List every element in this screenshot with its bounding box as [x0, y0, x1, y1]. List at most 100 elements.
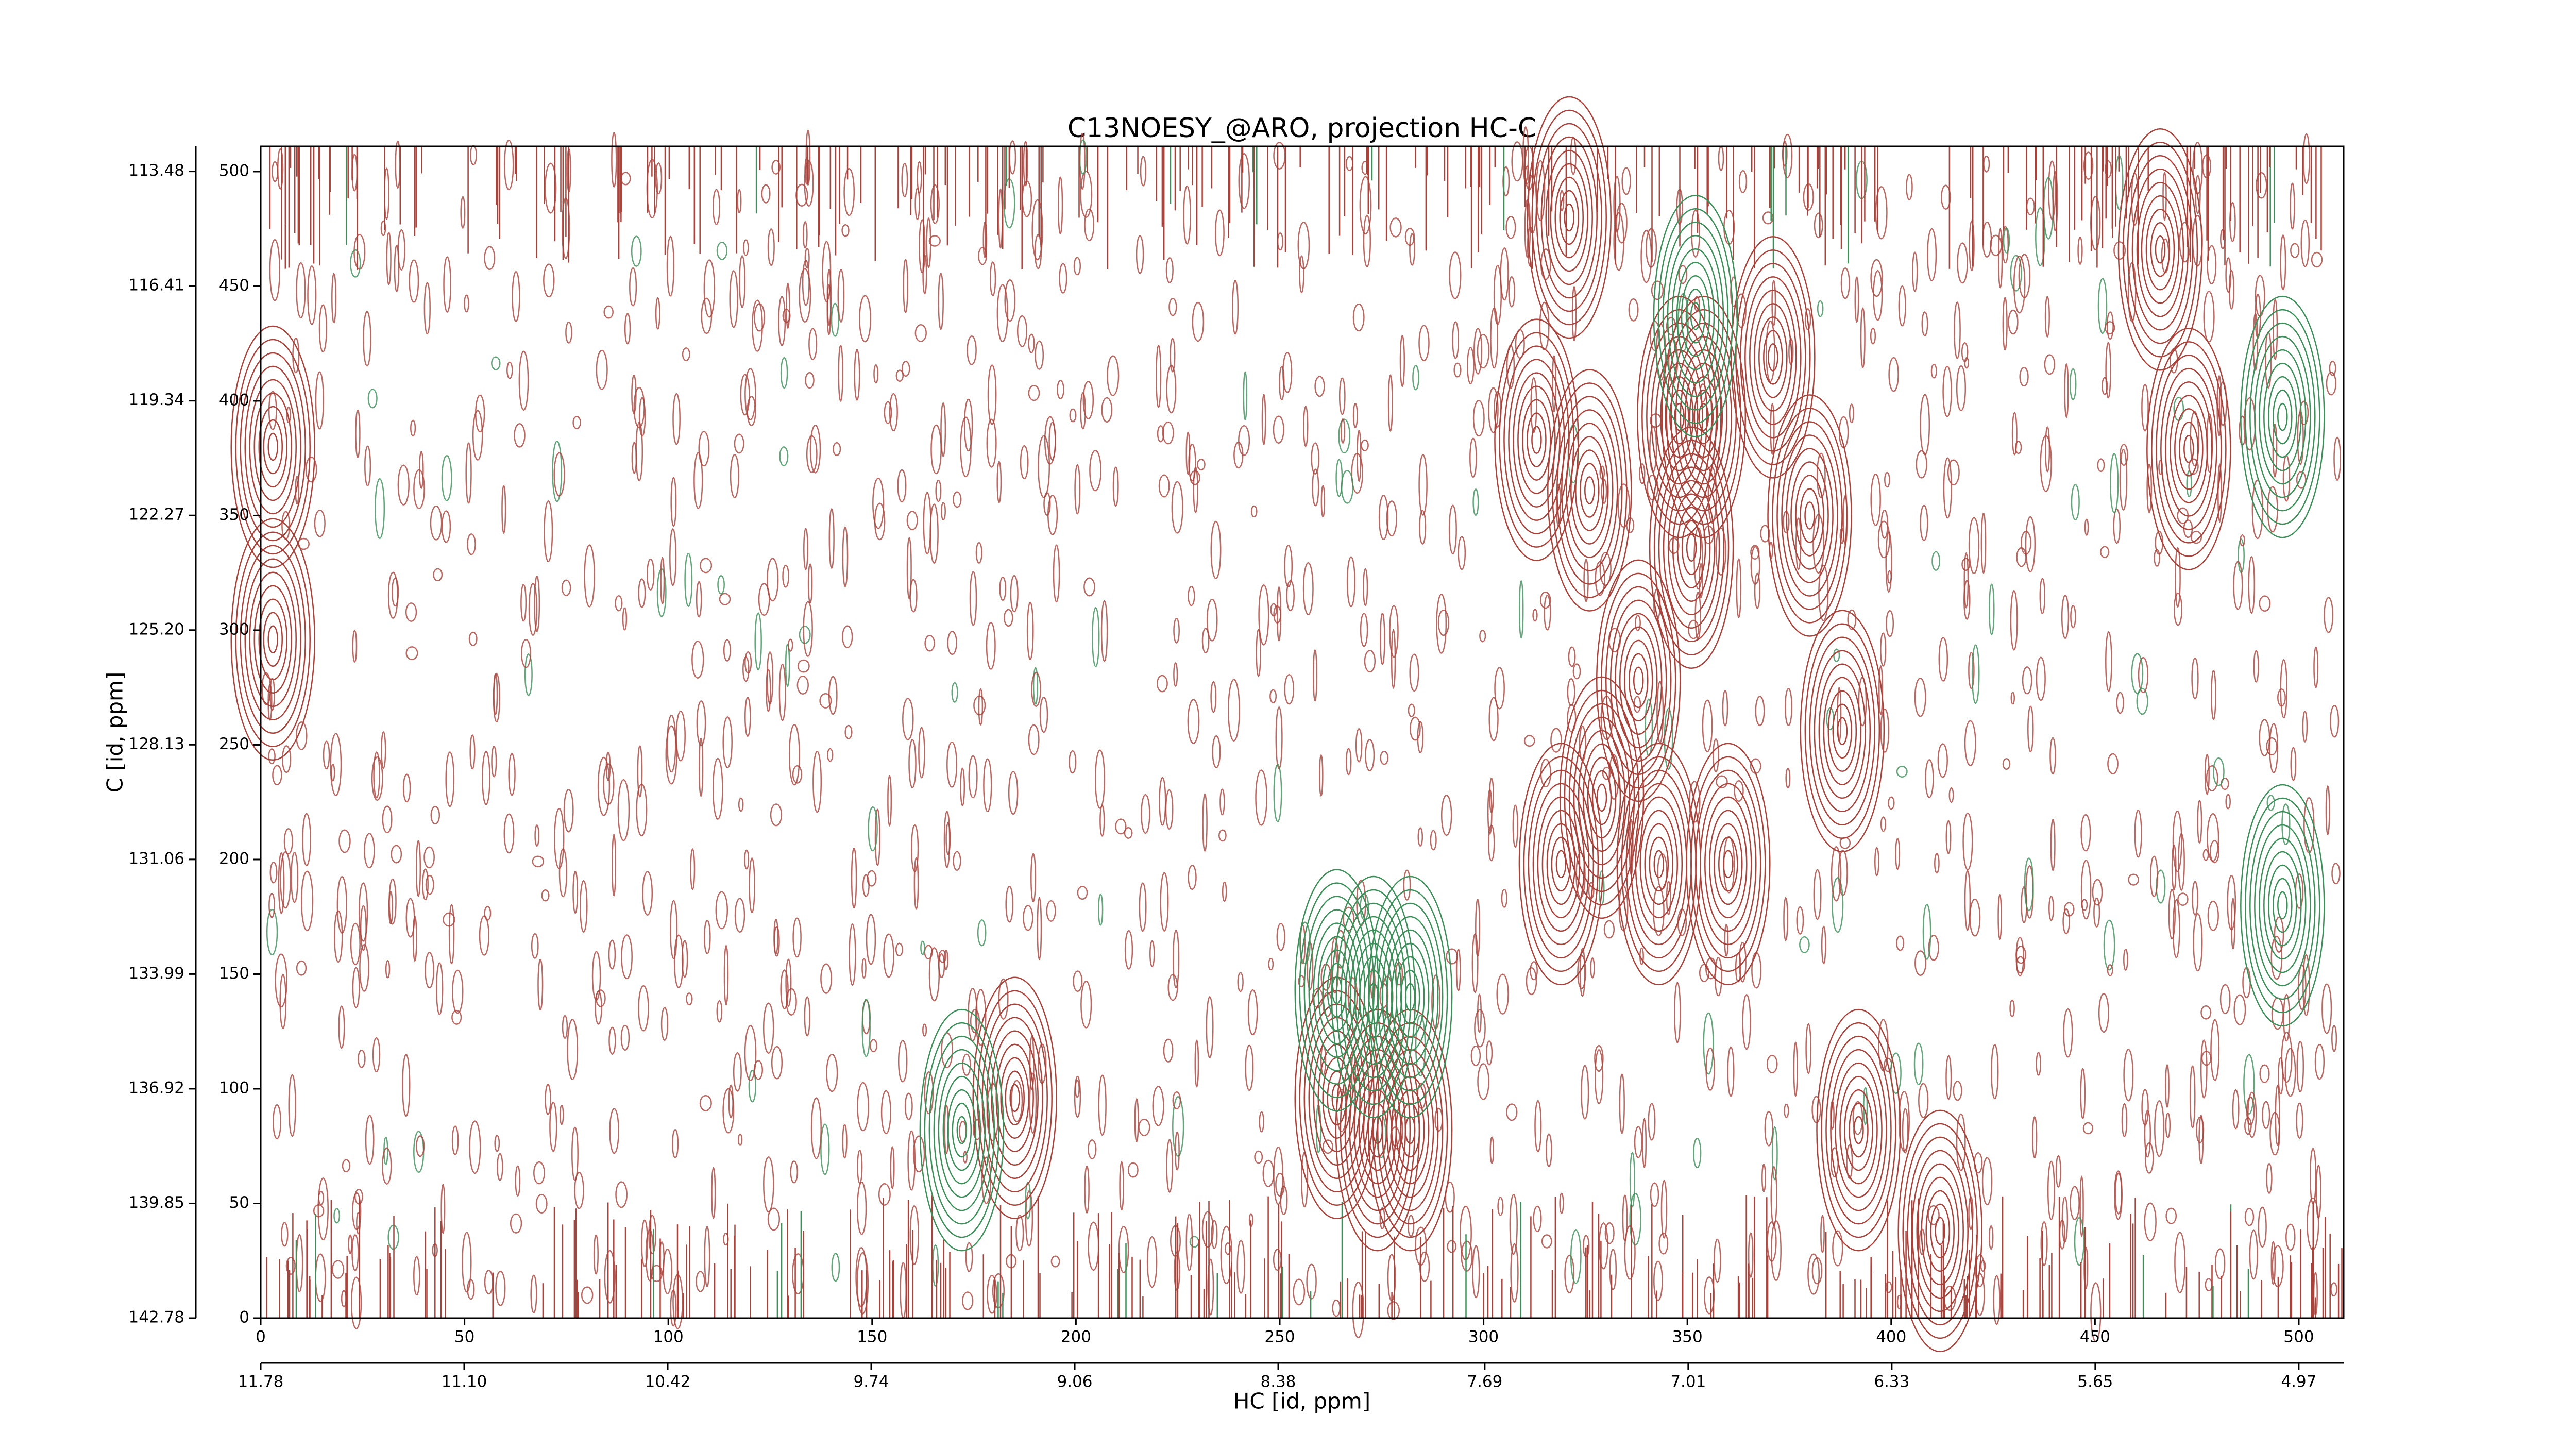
peak-contour [2156, 355, 2222, 544]
noise-contour [1202, 794, 1208, 852]
peak-contour [2151, 341, 2227, 557]
noise-contour [723, 945, 729, 1006]
noise-contour [1982, 222, 1992, 258]
noise-contour [1136, 235, 1144, 274]
noise-contour [2144, 1202, 2157, 1241]
noise-contour [1010, 1080, 1023, 1122]
noise-contour [1418, 325, 1430, 361]
noise-contour [2253, 650, 2259, 683]
noise-contour [2052, 170, 2058, 232]
noise-contour [1363, 214, 1371, 267]
noise-contour [413, 469, 425, 509]
noise-contour [2083, 1246, 2089, 1290]
noise-contour [754, 612, 762, 671]
noise-contour [1277, 232, 1284, 251]
noise-contour [567, 1019, 579, 1080]
noise-contour [1624, 1225, 1636, 1280]
noise-contour [1050, 1255, 1060, 1268]
noise-contour [770, 803, 783, 827]
noise-contour [2082, 1122, 2094, 1135]
noise-contour [484, 1270, 494, 1295]
noise-contour [1539, 591, 1551, 609]
noise-contour [373, 751, 380, 799]
peak-contour [928, 1035, 995, 1225]
noise-contour [1530, 961, 1538, 981]
peak-contour [2160, 368, 2217, 530]
noise-contour [1878, 665, 1884, 715]
noise-contour [2278, 1057, 2284, 1095]
peak-contour [1800, 488, 1820, 543]
noise-contour [2330, 704, 2340, 738]
y2-tick-label: 133.99 [129, 964, 184, 983]
noise-contour [1488, 387, 1499, 433]
noise-contour [278, 852, 285, 914]
peak-contour [1786, 448, 1834, 583]
noise-contour [968, 755, 978, 799]
peak-contour [1545, 149, 1593, 285]
noise-contour [1750, 546, 1760, 585]
noise-contour [1981, 1157, 1993, 1206]
peak [1816, 1008, 1901, 1252]
noise-contour [1870, 327, 1876, 345]
noise-contour [1799, 936, 1810, 953]
noise-contour [1032, 667, 1039, 705]
noise-contour [1849, 403, 1854, 424]
noise-contour [1564, 1254, 1575, 1293]
noise-contour [1546, 1133, 1552, 1168]
noise-contour [1760, 525, 1770, 543]
noise-contour [1355, 728, 1363, 763]
noise-contour [930, 184, 940, 224]
noise-contour [2055, 1155, 2061, 1188]
noise-contour [1804, 308, 1811, 330]
noise-contour [1552, 355, 1556, 413]
noise-contour [1098, 1074, 1107, 1136]
noise-contour [716, 1000, 723, 1023]
peak-contour [1767, 394, 1852, 637]
noise-contour [1678, 265, 1688, 284]
noise-contour [1572, 663, 1581, 680]
noise-contour [617, 779, 630, 841]
noise-contour [1188, 443, 1196, 482]
peak-contour [1821, 1022, 1896, 1238]
noise-contour [1571, 285, 1577, 342]
noise-contour [1628, 298, 1639, 322]
noise-contour [1314, 376, 1325, 397]
noise-contour [331, 1260, 345, 1279]
noise-contour [288, 1074, 296, 1137]
noise-contour [1028, 724, 1040, 755]
noise-contour [922, 1023, 927, 1037]
noise-contour [646, 558, 655, 591]
noise-contour [430, 506, 443, 541]
noise-contour [2144, 1109, 2151, 1158]
noise-contour [900, 1262, 907, 1319]
peak-contour [1897, 1109, 1982, 1353]
noise-contour [1020, 445, 1029, 480]
noise-contour [1938, 637, 1948, 682]
noise-contour [884, 401, 892, 424]
noise-contour [1541, 1234, 1552, 1249]
noise-contour [394, 245, 400, 292]
noise-contour [1486, 1040, 1493, 1066]
noise-contour [803, 601, 813, 657]
noise-contour [1409, 653, 1419, 692]
noise-contour [615, 595, 623, 612]
noise-contour [1409, 233, 1415, 266]
noise-contour [738, 797, 744, 812]
noise-contour [1633, 696, 1641, 713]
noise-contour [1077, 885, 1088, 900]
noise-contour [1218, 829, 1227, 842]
noise-contour [1501, 888, 1507, 908]
noise-contour [2209, 840, 2220, 864]
noise-contour [1755, 696, 1765, 726]
noise-contour [1029, 1036, 1035, 1090]
noise-contour [951, 682, 958, 703]
noise-contour [1702, 699, 1713, 752]
noise-contour [1404, 227, 1415, 246]
noise-contour [2074, 1217, 2084, 1266]
noise-contour [2259, 595, 2271, 612]
noise-contour [2214, 1248, 2226, 1279]
noise-contour [771, 1046, 783, 1080]
noise-contour [843, 168, 855, 216]
peak-contour [1661, 295, 1747, 538]
noise-contour [2175, 547, 2181, 608]
